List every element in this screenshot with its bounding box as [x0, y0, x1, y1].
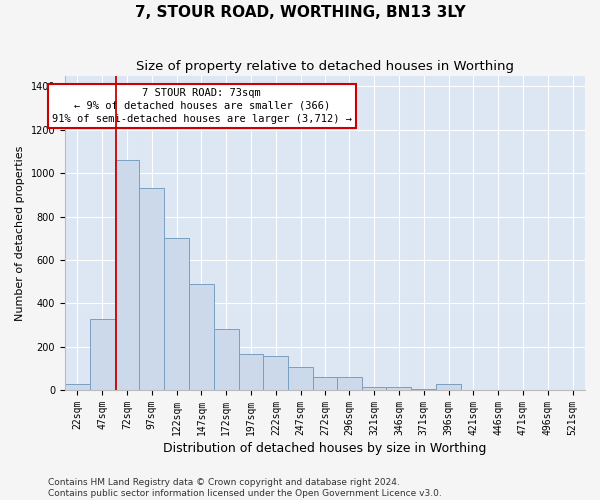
Bar [139, 188, 164, 390]
Bar [313, 377, 338, 390]
Bar [189, 284, 214, 390]
Y-axis label: Number of detached properties: Number of detached properties [15, 145, 25, 320]
Bar [65, 384, 90, 390]
Bar [436, 384, 461, 390]
Bar [263, 356, 288, 390]
Bar [362, 387, 386, 390]
Bar [386, 387, 412, 390]
X-axis label: Distribution of detached houses by size in Worthing: Distribution of detached houses by size … [163, 442, 487, 455]
Title: Size of property relative to detached houses in Worthing: Size of property relative to detached ho… [136, 60, 514, 73]
Text: Contains HM Land Registry data © Crown copyright and database right 2024.
Contai: Contains HM Land Registry data © Crown c… [48, 478, 442, 498]
Bar [288, 368, 313, 390]
Bar [164, 238, 189, 390]
Bar [90, 318, 115, 390]
Text: 7 STOUR ROAD: 73sqm
← 9% of detached houses are smaller (366)
91% of semi-detach: 7 STOUR ROAD: 73sqm ← 9% of detached hou… [52, 88, 352, 124]
Bar [214, 330, 239, 390]
Text: 7, STOUR ROAD, WORTHING, BN13 3LY: 7, STOUR ROAD, WORTHING, BN13 3LY [134, 5, 466, 20]
Bar [337, 377, 362, 390]
Bar [115, 160, 139, 390]
Bar [412, 389, 436, 390]
Bar [239, 354, 263, 390]
